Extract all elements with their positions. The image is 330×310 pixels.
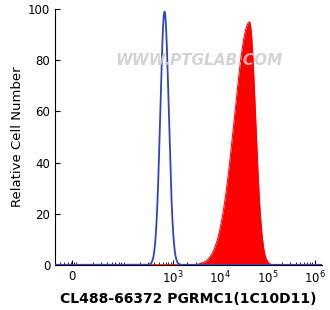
X-axis label: CL488-66372 PGRMC1(1C10D11): CL488-66372 PGRMC1(1C10D11): [60, 292, 316, 306]
Y-axis label: Relative Cell Number: Relative Cell Number: [11, 67, 24, 207]
Text: WWW.PTGLAB.COM: WWW.PTGLAB.COM: [115, 53, 283, 68]
